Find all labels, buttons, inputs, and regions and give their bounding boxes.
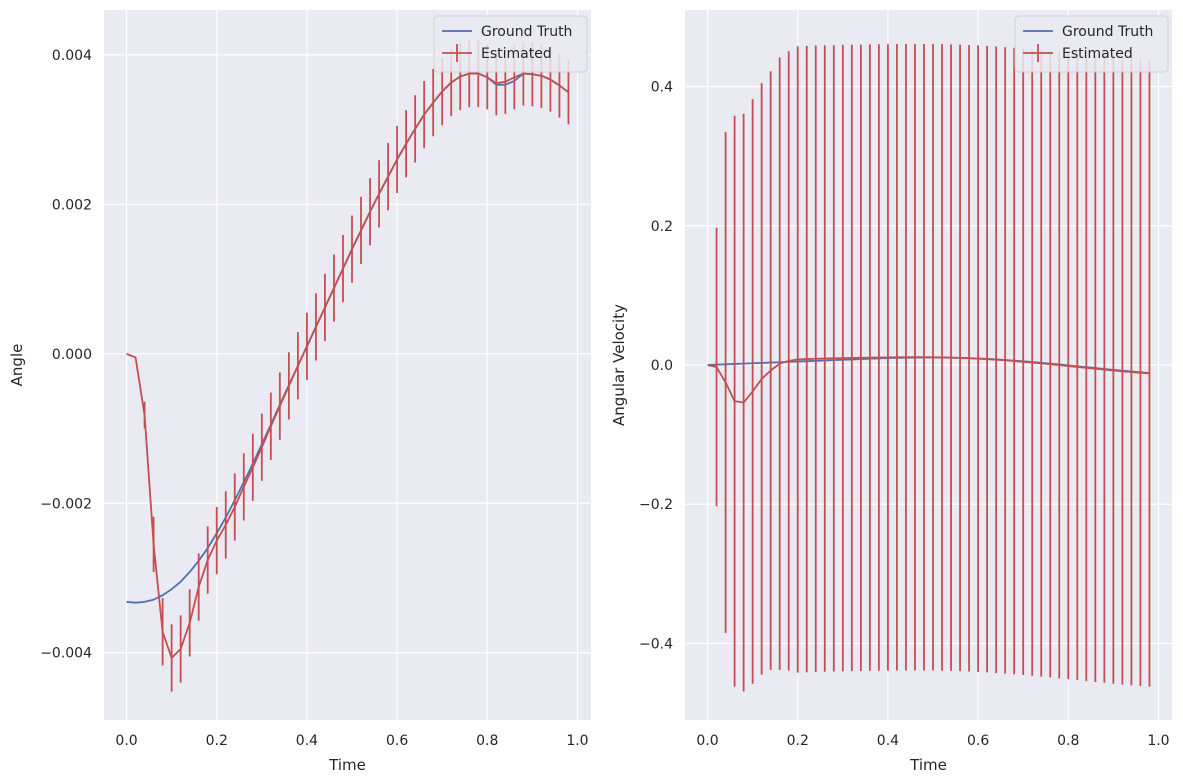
plot-area <box>104 10 591 720</box>
legend-label-ground-truth: Ground Truth <box>1062 24 1153 40</box>
legend-frame <box>1014 15 1169 73</box>
x-tick-label: 0.4 <box>296 733 318 749</box>
chart-panel-1: 0.0 0.2 0.4 0.6 0.8 1.0 −0.004 −0.002 0.000 0.002… <box>8 10 591 774</box>
x-tick-label: 1.0 <box>1147 733 1169 749</box>
y-tick-label: 0.004 <box>52 48 92 64</box>
plot-series <box>707 43 1151 692</box>
y-tick-label: −0.004 <box>40 646 92 662</box>
legend-label-estimated: Estimated <box>1062 46 1133 62</box>
x-axis-label: Time <box>328 756 366 774</box>
series-estimated-line <box>126 72 569 660</box>
y-axis-label: Angular Velocity <box>610 304 628 426</box>
y-axis-label: Angle <box>8 344 26 387</box>
x-tick-label: 1.0 <box>566 733 588 749</box>
y-tick-label: 0.4 <box>651 80 673 96</box>
y-tick-label: 0.002 <box>52 197 92 213</box>
x-tick-label: 0.0 <box>696 733 718 749</box>
x-tick-label: 0.8 <box>476 733 498 749</box>
legend: Ground Truth Estimated <box>1014 15 1169 73</box>
x-tick-label: 0.8 <box>1057 733 1079 749</box>
y-tick-label: −0.002 <box>40 496 92 512</box>
legend-label-estimated: Estimated <box>481 46 552 62</box>
x-tick-label: 0.4 <box>877 733 899 749</box>
y-tick-label: 0.000 <box>52 347 92 363</box>
y-tick-label: 0.2 <box>651 219 673 235</box>
x-tick-label: 0.0 <box>115 733 137 749</box>
x-tick-label: 0.6 <box>386 733 408 749</box>
series-estimated-line <box>707 356 1150 404</box>
x-axis-label: Time <box>909 756 947 774</box>
legend-label-ground-truth: Ground Truth <box>481 24 572 40</box>
legend: Ground Truth Estimated <box>433 15 588 73</box>
y-tick-label: −0.4 <box>639 636 673 652</box>
x-tick-label: 0.2 <box>787 733 809 749</box>
y-tick-label: 0.0 <box>651 358 673 374</box>
y-tick-label: −0.2 <box>639 497 673 513</box>
chart-panel-2: 0.0 0.2 0.4 0.6 0.8 1.0 −0.4 −0.2 0.0 0.2 0.4 Time A… <box>610 10 1172 774</box>
legend-frame <box>433 15 588 73</box>
x-tick-label: 0.6 <box>967 733 989 749</box>
x-tick-label: 0.2 <box>206 733 228 749</box>
